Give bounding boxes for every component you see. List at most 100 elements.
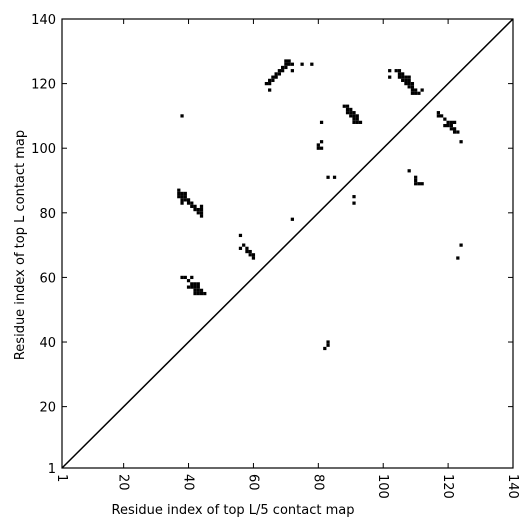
contact-point: [401, 78, 405, 82]
contact-point: [410, 91, 415, 95]
contact-point: [199, 207, 204, 212]
y-tick-label: 1: [48, 462, 56, 477]
contact-point: [459, 243, 463, 247]
contact-point: [287, 62, 291, 66]
contact-point: [284, 62, 288, 66]
x-tick-label: 120: [440, 474, 455, 499]
contact-point: [404, 81, 408, 86]
contact-point: [410, 85, 415, 89]
contact-point: [326, 340, 330, 344]
contact-point: [196, 291, 200, 296]
contact-point: [446, 123, 450, 128]
contact-point: [277, 69, 282, 73]
contact-point: [199, 214, 204, 218]
contact-point: [196, 207, 200, 212]
contact-point: [196, 288, 200, 292]
contact-point: [251, 253, 256, 257]
x-tick-label: 1: [54, 474, 69, 482]
contact-point: [436, 111, 440, 115]
contact-point: [410, 88, 415, 92]
contact-point: [388, 69, 392, 73]
contact-point: [284, 59, 288, 63]
contact-point: [251, 256, 256, 260]
x-axis-label: Residue index of top L/5 contact map: [112, 503, 355, 518]
contact-point: [284, 65, 288, 70]
contact-point: [199, 211, 204, 215]
contact-point: [349, 107, 353, 112]
contact-point: [459, 140, 463, 144]
contact-point: [355, 117, 359, 121]
contact-point: [407, 85, 411, 89]
contact-point: [352, 201, 356, 205]
contact-point: [439, 114, 444, 118]
contact-point: [264, 81, 269, 86]
contact-point: [449, 127, 453, 131]
y-tick-label: 140: [31, 13, 56, 28]
contact-point: [180, 198, 184, 202]
y-tick-label: 80: [39, 207, 56, 222]
contact-point: [414, 178, 418, 183]
contact-point: [190, 275, 194, 280]
contact-point: [290, 62, 294, 66]
contact-point: [281, 65, 285, 70]
contact-point: [180, 114, 184, 118]
contact-point: [193, 285, 197, 289]
contact-point: [199, 291, 204, 296]
contact-point: [345, 107, 350, 112]
contact-point: [407, 78, 411, 82]
contact-point: [180, 201, 184, 205]
contact-point: [355, 120, 359, 124]
y-tick-label: 20: [39, 401, 56, 416]
contact-point: [355, 114, 359, 118]
contact-point: [180, 191, 184, 196]
contact-point: [452, 127, 457, 131]
contact-point: [414, 182, 418, 186]
plot-frame: [61, 18, 514, 469]
contact-point: [452, 120, 457, 124]
contact-point: [449, 123, 453, 128]
x-tick-label: 60: [245, 474, 260, 491]
contact-point: [417, 91, 421, 95]
contact-point: [186, 198, 191, 202]
contact-point: [420, 88, 424, 92]
contact-point: [449, 120, 453, 124]
contact-point: [193, 207, 197, 212]
contact-point: [268, 88, 272, 92]
contact-point: [404, 75, 408, 79]
contact-point: [397, 69, 402, 73]
y-tick-label: 40: [39, 336, 56, 351]
contact-point: [414, 175, 418, 179]
contact-point: [316, 143, 320, 147]
contact-point: [352, 111, 356, 115]
contact-point: [268, 78, 272, 82]
contact-point: [443, 117, 447, 121]
contact-point: [414, 88, 418, 92]
contact-point: [186, 279, 191, 283]
contact-point: [274, 75, 278, 79]
contact-point: [186, 285, 191, 289]
contact-point: [345, 104, 350, 108]
contact-point: [183, 195, 187, 199]
contact-point: [287, 59, 291, 63]
contact-point: [193, 288, 197, 292]
y-tick-label: 120: [31, 78, 56, 93]
contact-point: [177, 195, 181, 199]
contact-point: [407, 75, 411, 79]
contact-point: [397, 72, 402, 76]
contact-point: [414, 91, 418, 95]
contact-point: [196, 282, 200, 286]
contact-point: [238, 233, 243, 238]
contact-point: [183, 275, 187, 280]
contact-point: [319, 140, 324, 144]
contact-point: [196, 285, 200, 289]
contact-point: [446, 120, 450, 124]
contact-point: [352, 117, 356, 121]
contact-point: [193, 204, 197, 208]
contact-point: [316, 146, 320, 150]
contact-point: [290, 217, 294, 221]
contact-point: [190, 285, 194, 289]
contact-point: [290, 69, 294, 73]
contact-point: [180, 275, 184, 280]
contact-point: [323, 346, 327, 351]
